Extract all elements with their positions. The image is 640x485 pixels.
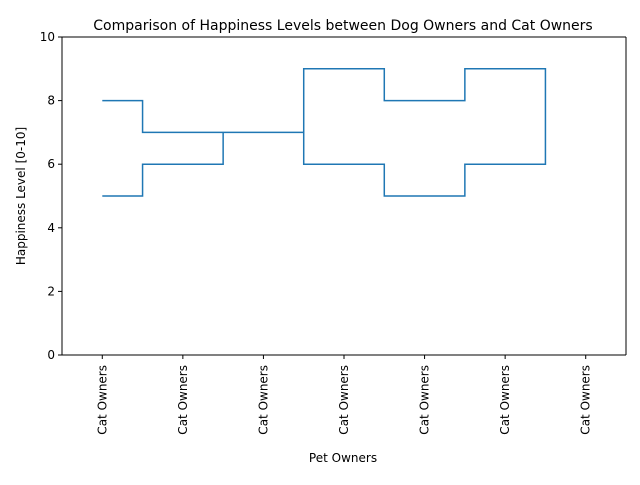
y-tick-label-1: 2 [47, 284, 55, 298]
x-axis-label: Pet Owners [309, 451, 377, 465]
y-tick-label-3: 6 [47, 157, 55, 171]
x-tick-label-6: Cat Owners [579, 365, 593, 435]
y-tick-label-5: 10 [40, 30, 55, 44]
series-line-0 [102, 68, 547, 197]
y-tick-label-2: 4 [47, 221, 55, 235]
x-tick-label-2: Cat Owners [256, 365, 270, 435]
x-tick-label-1: Cat Owners [176, 365, 190, 435]
chart-title: Comparison of Happiness Levels between D… [93, 18, 592, 34]
y-axis-ticks: 0 2 4 6 8 10 [40, 30, 62, 362]
x-tick-label-3: Cat Owners [337, 365, 351, 435]
x-tick-label-0: Cat Owners [95, 365, 109, 435]
x-tick-label-5: Cat Owners [498, 365, 512, 435]
y-axis-label: Happiness Level [0-10] [14, 127, 28, 265]
y-tick-label-0: 0 [47, 348, 55, 362]
y-tick-label-4: 8 [47, 94, 55, 108]
x-tick-label-4: Cat Owners [418, 365, 432, 435]
x-axis-ticks: Cat Owners Cat Owners Cat Owners Cat Owners… [95, 355, 593, 435]
